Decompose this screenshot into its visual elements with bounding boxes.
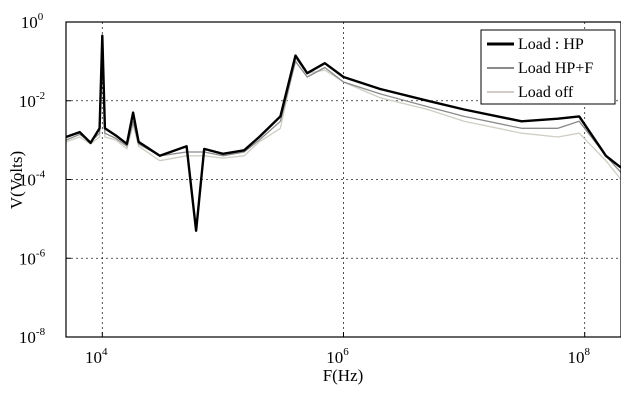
legend-label-0: Load : HP	[518, 36, 584, 53]
x-tick-exponent: 6	[343, 346, 349, 358]
y-tick-label: 10-2	[19, 90, 45, 111]
ticks-layer	[66, 21, 586, 338]
x-tick-base: 10	[567, 348, 584, 367]
x-tick-label: 104	[85, 346, 108, 367]
x-tick-label: 106	[326, 346, 349, 367]
x-tick-exponent: 4	[102, 346, 108, 358]
y-tick-label: 10-4	[19, 169, 46, 190]
y-tick-base: 10	[19, 328, 36, 347]
legend-label-2: Load off	[518, 84, 574, 101]
series-line-0	[65, 34, 621, 232]
x-tick-label: 108	[567, 346, 590, 367]
y-tick-label: 10-8	[19, 326, 46, 347]
legend-label-1: Load HP+F	[518, 60, 593, 77]
y-tick-exponent: -2	[36, 90, 45, 102]
legend-items: Load : HP Load HP+F Load off	[487, 36, 593, 101]
y-tick-base: 10	[19, 171, 36, 190]
y-tick-base: 10	[19, 92, 36, 111]
x-tick-base: 10	[326, 348, 343, 367]
y-tick-label: 10-6	[19, 247, 46, 268]
y-tick-exponent: -4	[36, 169, 46, 181]
y-tick-label: 100	[21, 11, 44, 32]
y-tick-exponent: 0	[38, 11, 44, 23]
y-tick-exponent: -8	[36, 326, 46, 338]
y-tick-base: 10	[19, 249, 36, 268]
y-tick-exponent: -6	[36, 247, 46, 259]
x-tick-base: 10	[85, 348, 102, 367]
series-layer	[65, 34, 621, 232]
x-axis-label: F(Hz)	[323, 366, 364, 385]
y-axis-label: V(Volts)	[7, 151, 26, 209]
x-tick-exponent: 8	[584, 346, 590, 358]
legend: Load : HP Load HP+F Load off	[480, 29, 616, 105]
y-tick-base: 10	[21, 13, 38, 32]
